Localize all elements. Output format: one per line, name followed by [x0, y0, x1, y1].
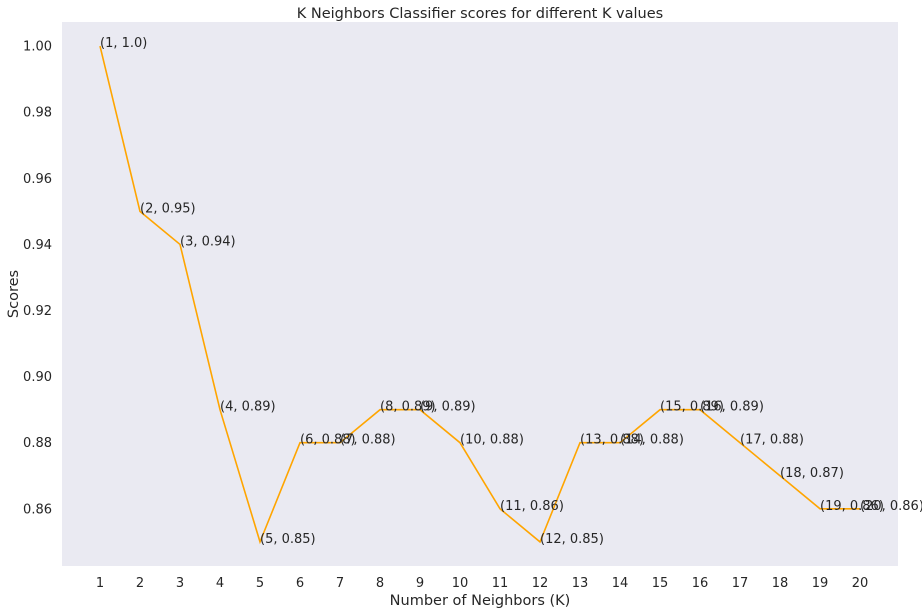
data-label: (4, 0.89) — [220, 400, 276, 415]
x-tick-label: 17 — [732, 576, 749, 591]
y-tick-label: 0.90 — [23, 370, 52, 385]
x-axis: 1 2 3 4 5 6 7 8 9 10 11 12 13 14 15 16 17 18 19 20 — [96, 576, 868, 591]
x-tick-label: 7 — [336, 576, 344, 591]
data-label: (15, 0.89) — [660, 400, 724, 415]
data-label: (3, 0.94) — [180, 234, 236, 249]
x-tick-label: 14 — [612, 576, 629, 591]
y-axis: 0.86 0.88 0.90 0.92 0.94 0.96 0.98 1.00 — [23, 40, 52, 518]
x-tick-label: 13 — [572, 576, 589, 591]
series-line — [99, 45, 860, 545]
plot-background — [62, 22, 898, 566]
x-tick-label: 19 — [812, 576, 829, 591]
x-tick-label: 6 — [296, 576, 304, 591]
data-label: (19, 0.86) — [820, 499, 884, 514]
data-label: (7, 0.88) — [340, 433, 396, 448]
data-label: (20, 0.86) — [860, 499, 922, 514]
x-tick-label: 8 — [376, 576, 384, 591]
y-tick-label: 0.86 — [23, 502, 52, 517]
data-label: (17, 0.88) — [740, 433, 804, 448]
x-tick-label: 9 — [416, 576, 424, 591]
data-label: (16, 0.89) — [700, 400, 764, 415]
x-tick-label: 1 — [96, 576, 104, 591]
data-label: (2, 0.95) — [140, 201, 196, 216]
x-axis-label: Number of Neighbors (K) — [390, 593, 571, 609]
x-tick-label: 18 — [772, 576, 789, 591]
x-tick-label: 10 — [452, 576, 469, 591]
x-tick-label: 2 — [136, 576, 144, 591]
y-tick-label: 1.00 — [23, 40, 52, 55]
data-labels: (1, 1.0) (2, 0.95) (3, 0.94) (4, 0.89) (5, 0… — [100, 36, 922, 547]
x-tick-label: 4 — [216, 576, 224, 591]
data-label: (1, 1.0) — [100, 36, 147, 51]
data-label: (10, 0.88) — [460, 433, 524, 448]
y-tick-label: 0.88 — [23, 436, 52, 451]
x-tick-label: 3 — [176, 576, 184, 591]
data-label: (14, 0.88) — [620, 433, 684, 448]
data-label: (9, 0.89) — [420, 400, 476, 415]
x-tick-label: 12 — [532, 576, 549, 591]
y-axis-label: Scores — [6, 270, 22, 318]
y-tick-label: 0.92 — [23, 304, 52, 319]
y-tick-label: 0.98 — [23, 106, 52, 121]
data-label: (5, 0.85) — [260, 532, 316, 547]
x-tick-label: 16 — [692, 576, 709, 591]
x-tick-label: 20 — [852, 576, 869, 591]
x-tick-label: 11 — [492, 576, 509, 591]
data-label: (12, 0.85) — [540, 532, 604, 547]
x-tick-label: 15 — [652, 576, 669, 591]
data-label: (11, 0.86) — [500, 499, 564, 514]
data-label: (13, 0.88) — [580, 433, 644, 448]
chart-title: K Neighbors Classifier scores for differ… — [297, 6, 663, 22]
x-tick-label: 5 — [256, 576, 264, 591]
data-label: (8, 0.89) — [380, 400, 436, 415]
y-tick-label: 0.96 — [23, 172, 52, 187]
y-tick-label: 0.94 — [23, 238, 52, 253]
data-label: (18, 0.87) — [780, 466, 844, 481]
data-label: (6, 0.88) — [300, 433, 356, 448]
